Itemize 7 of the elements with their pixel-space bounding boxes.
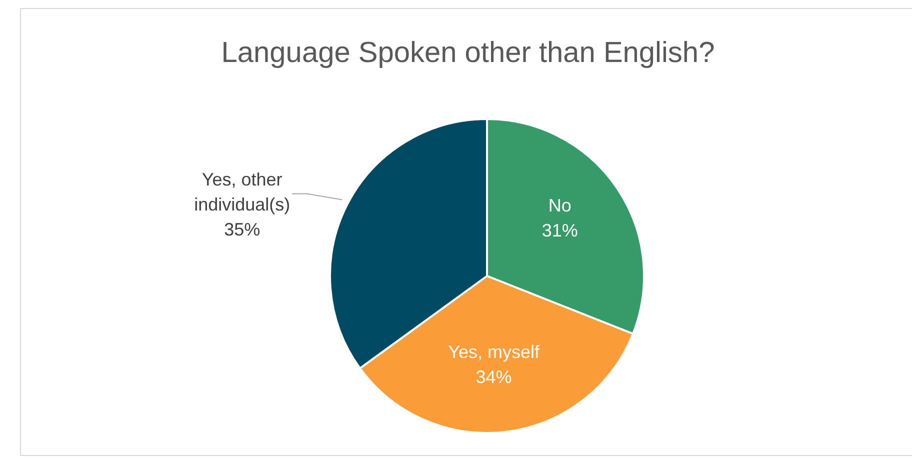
data-label: 34% — [476, 366, 512, 387]
slice-label: Yes, other individual(s) — [194, 170, 290, 215]
data-label: 31% — [542, 220, 578, 241]
chart-title: Language Spoken other than English? — [221, 37, 715, 69]
slice-label: No — [548, 196, 572, 216]
slice-label: Yes, myself — [448, 342, 540, 362]
data-label: 35% — [224, 220, 260, 240]
